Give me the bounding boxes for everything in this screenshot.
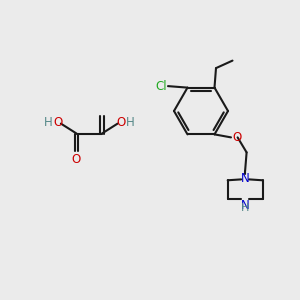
Text: H: H (241, 203, 249, 213)
Text: O: O (72, 153, 81, 166)
Text: H: H (44, 116, 53, 129)
Text: N: N (241, 199, 250, 212)
Text: Cl: Cl (155, 80, 167, 93)
Text: N: N (241, 172, 250, 185)
Text: O: O (116, 116, 125, 129)
Text: O: O (53, 116, 62, 129)
Text: H: H (126, 116, 135, 129)
Text: O: O (232, 131, 242, 144)
